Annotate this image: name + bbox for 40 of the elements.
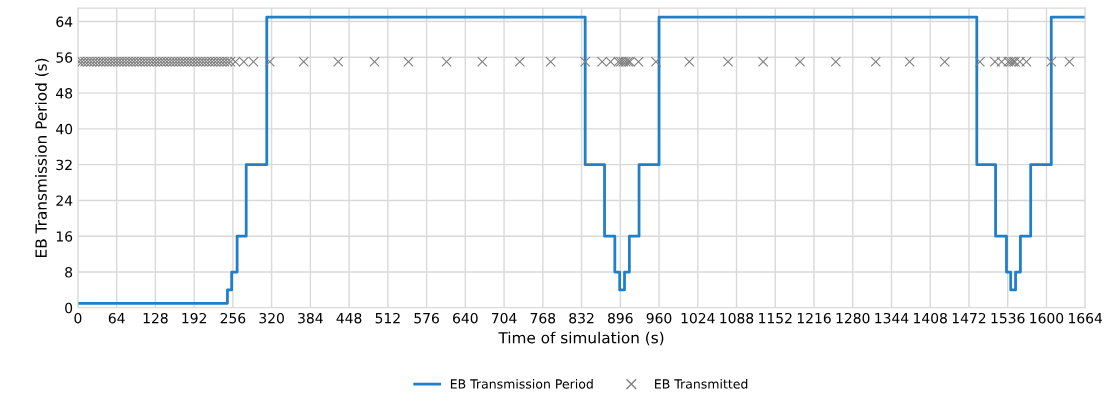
x-tick-label: 1664 [1069,312,1103,324]
x-tick-label: 0 [74,312,82,324]
y-tick-label: 64 [56,16,73,27]
x-tick-label: 1024 [681,312,715,324]
x-tick-label: 704 [491,312,517,324]
x-tick-label: 640 [453,312,478,324]
x-tick-label: 384 [298,312,323,324]
x-axis-title: Time of simulation (s) [498,331,664,346]
x-tick-label: 768 [530,312,556,324]
x-tick-label: 1280 [836,312,870,324]
y-tick-label: 48 [56,88,73,99]
y-tick-label: 56 [56,52,73,63]
x-tick-label: 960 [646,312,672,324]
x-tick-label: 1600 [1030,312,1064,324]
y-tick-label: 8 [65,266,73,278]
legend-label: EB Transmission Period [450,378,593,389]
x-tick-label: 1152 [759,312,792,324]
x-tick-label: 1088 [720,312,754,324]
x-tick-label: 896 [607,312,633,324]
x-tick-label: 576 [414,312,439,324]
x-tick-label: 1344 [875,312,909,324]
y-axis-title: EB Transmission Period (s) [35,58,49,257]
x-tick-label: 128 [143,312,168,324]
x-tick-label: 512 [375,312,400,324]
legend-label: EB Transmitted [655,378,748,389]
x-tick-label: 448 [336,312,362,324]
x-tick-label: 192 [182,312,206,324]
y-tick-label: 40 [56,123,73,135]
x-tick-label: 1408 [914,312,947,324]
x-tick-label: 256 [220,312,246,324]
x-tick-label: 1216 [797,312,831,324]
y-tick-label: 16 [56,231,73,242]
x-tick-label: 1472 [952,312,986,324]
y-tick-label: 32 [56,159,72,171]
x-tick-label: 832 [569,312,594,324]
y-tick-label: 24 [56,195,73,206]
y-tick-label: 0 [65,302,73,314]
x-tick-label: 1536 [991,312,1025,324]
x-tick-label: 320 [259,312,284,324]
x-tick-label: 64 [108,312,125,324]
